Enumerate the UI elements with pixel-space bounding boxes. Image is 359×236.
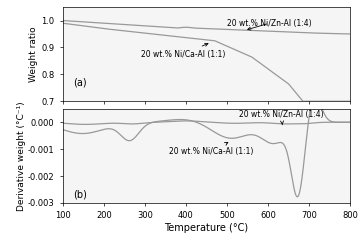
- X-axis label: Temperature (°C): Temperature (°C): [164, 223, 248, 233]
- Text: (a): (a): [73, 77, 87, 87]
- Text: 20 wt.% Ni/Ca-Al (1:1): 20 wt.% Ni/Ca-Al (1:1): [141, 43, 225, 59]
- Text: 20 wt.% Ni/Zn-Al (1:4): 20 wt.% Ni/Zn-Al (1:4): [227, 19, 312, 30]
- Y-axis label: Weight ratio: Weight ratio: [29, 26, 38, 82]
- Text: 20 wt.% Ni/Zn-Al (1:4): 20 wt.% Ni/Zn-Al (1:4): [239, 110, 324, 125]
- Text: (b): (b): [73, 189, 87, 199]
- Y-axis label: Derivative weight (°C⁻¹): Derivative weight (°C⁻¹): [17, 101, 26, 211]
- Text: 20 wt.% Ni/Ca-Al (1:1): 20 wt.% Ni/Ca-Al (1:1): [169, 142, 254, 156]
